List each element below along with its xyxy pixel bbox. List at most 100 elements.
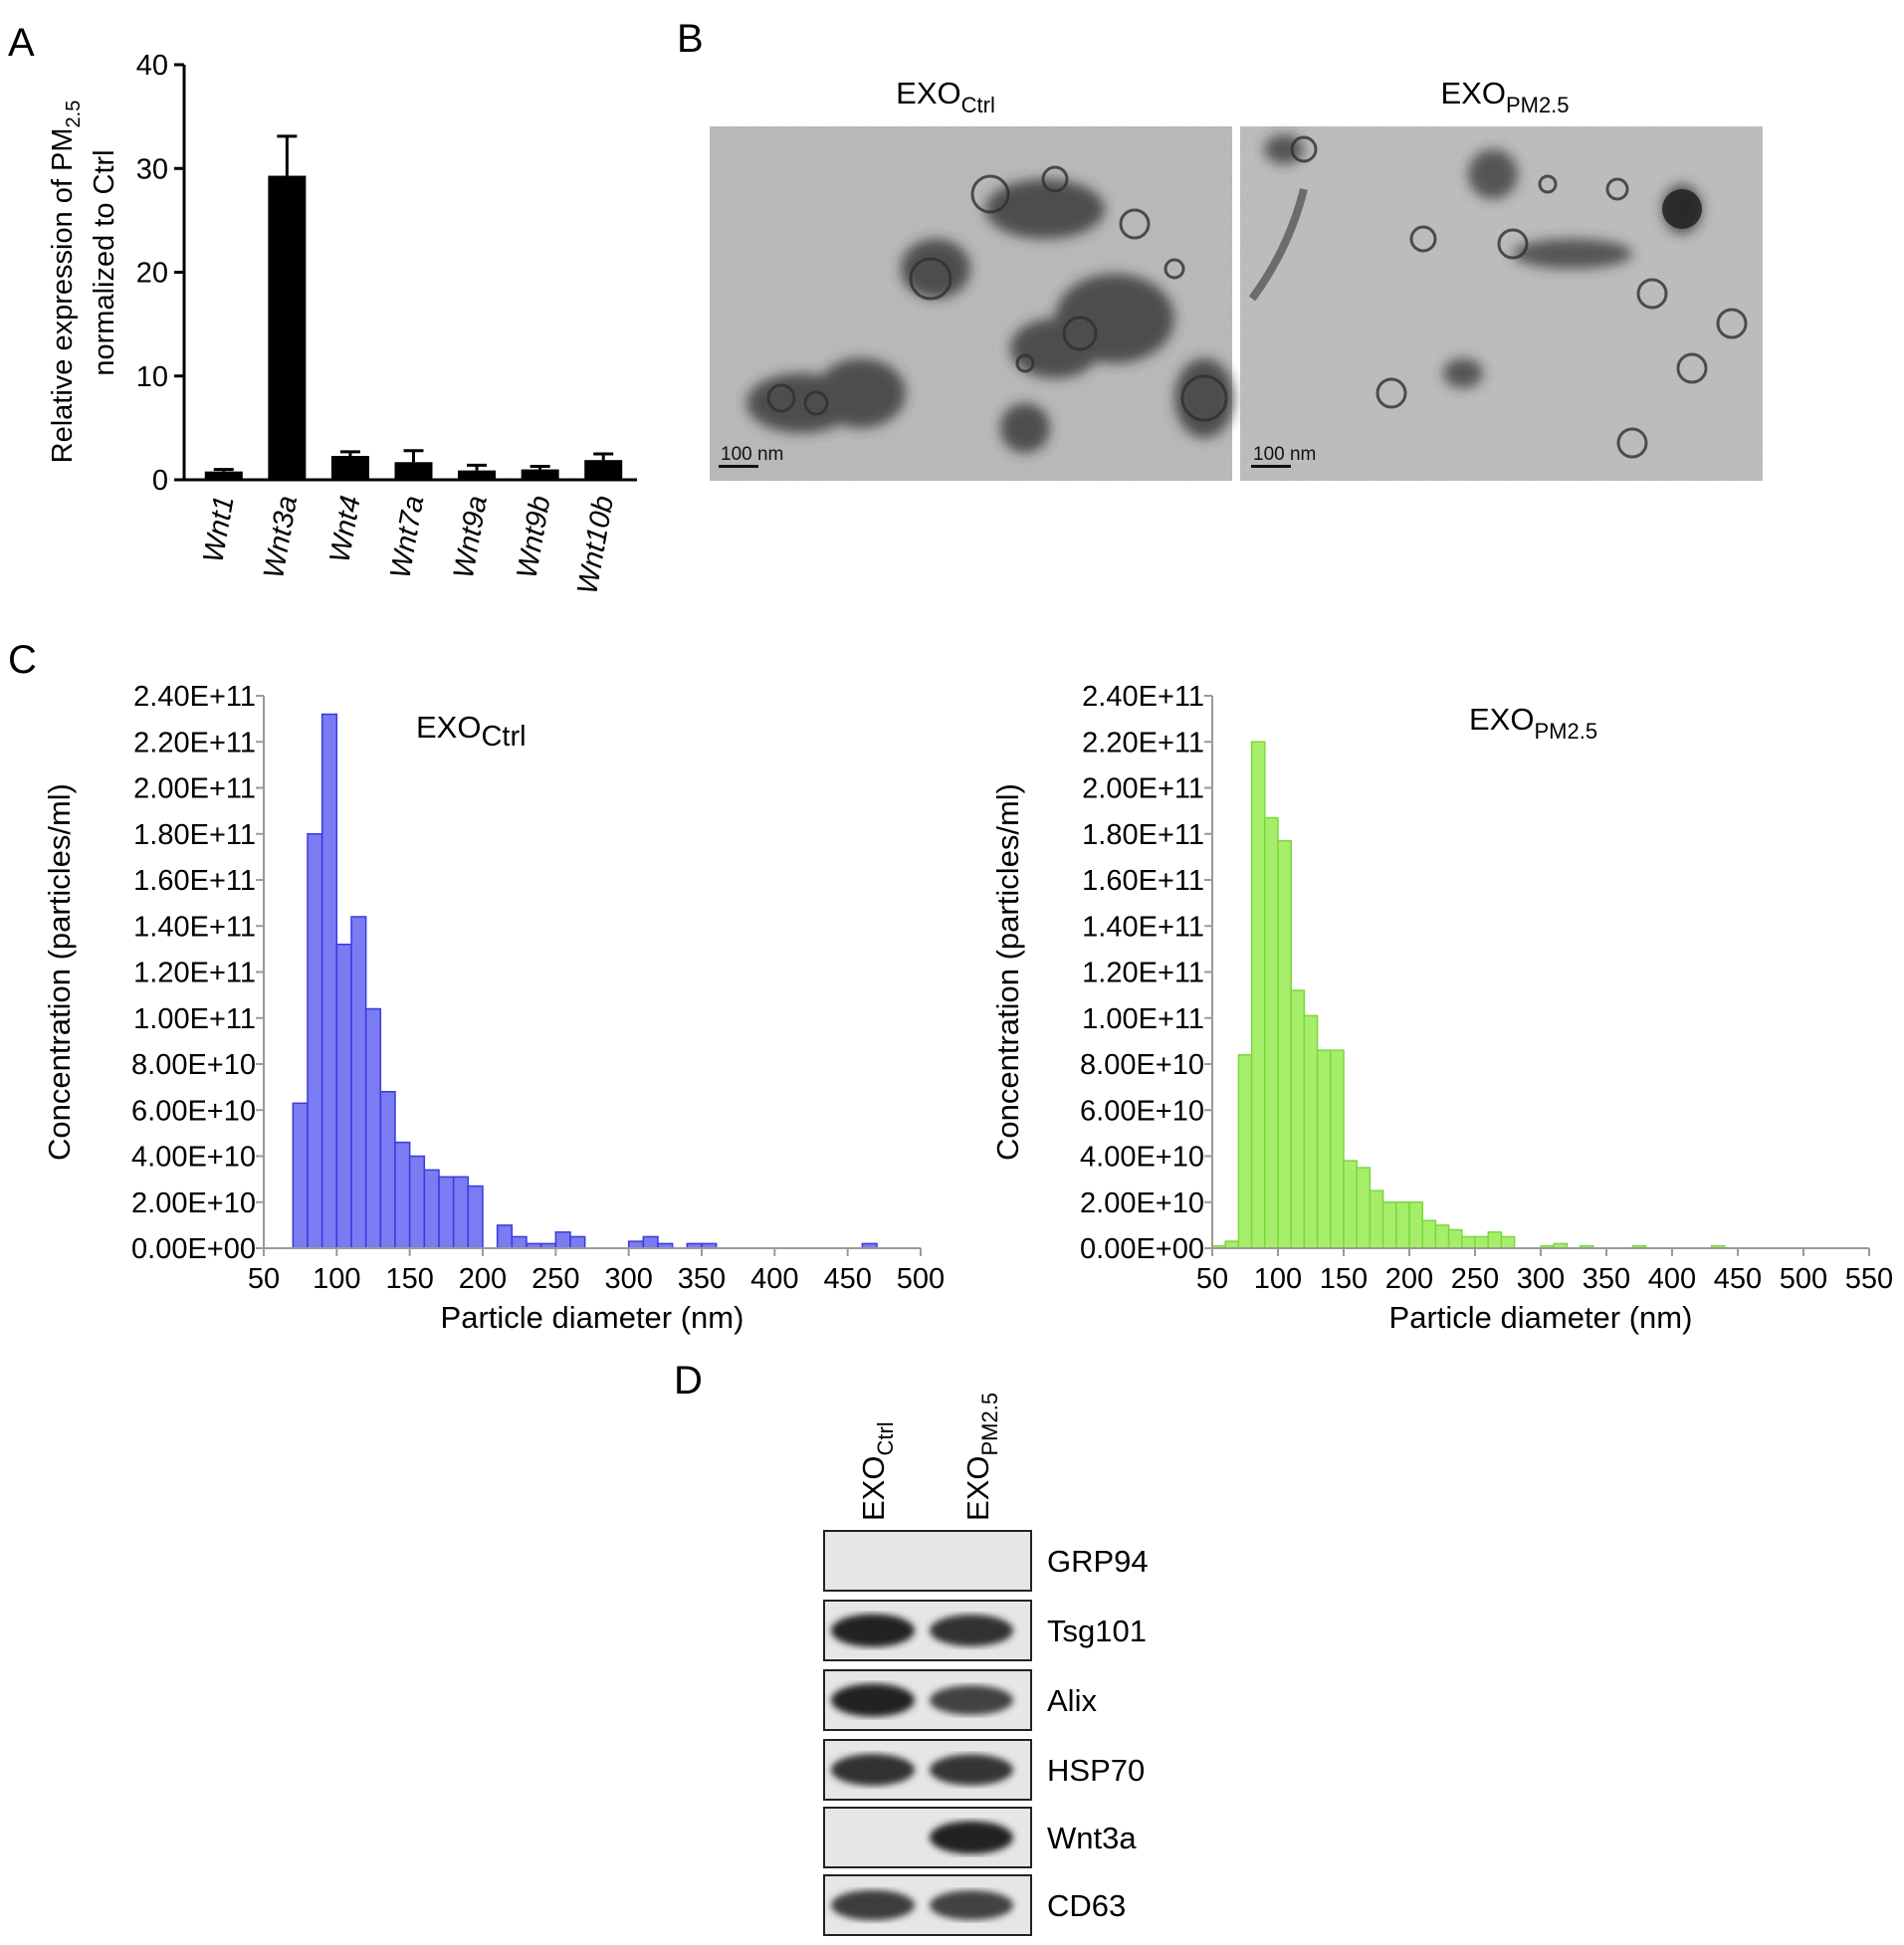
histogram-bar: [1381, 1201, 1397, 1249]
histogram-bar: [1447, 1228, 1463, 1249]
histogram-y-tick-label: 1.00E+11: [133, 1003, 256, 1035]
histogram-title-ctrl: EXOCtrl: [416, 710, 527, 753]
histogram-x-tick-label: 50: [248, 1263, 280, 1295]
histogram-y-tick-label: 1.60E+11: [1082, 865, 1204, 897]
histogram-bar: [1224, 1240, 1240, 1249]
histogram-bar: [642, 1235, 659, 1249]
histogram-bar: [1303, 1014, 1319, 1249]
blot-band: [930, 1754, 1013, 1786]
histogram-x-tick-label: 150: [1320, 1263, 1368, 1295]
histogram-x-tick-label: 200: [1385, 1263, 1433, 1295]
histogram-y-tick-label: 2.00E+11: [133, 773, 256, 805]
panel-a-x-tick-label: Wnt3a: [258, 494, 304, 581]
blot-strip-tsg101: Tsg101: [823, 1600, 1147, 1661]
histogram-bar: [554, 1231, 571, 1249]
histogram-x-tick-label: 200: [459, 1263, 507, 1295]
panel-a-y-axis-label-line2: normalized to Ctrl: [89, 149, 120, 375]
panel-a-bar: [268, 175, 307, 481]
panel-a-y-tick-label: 20: [136, 258, 168, 290]
histogram-bar: [1316, 1049, 1332, 1249]
histogram-y-tick-label: 2.40E+11: [133, 681, 256, 713]
histogram-bar: [1343, 1160, 1358, 1249]
histogram-x-tick-label: 300: [1517, 1263, 1565, 1295]
panel-c-left-histogram: 0.00E+00 2.00E+10 4.00E+10 6.00E+10 8.00E+10…: [42, 681, 945, 1335]
histogram-y-tick-label: 1.80E+11: [133, 819, 256, 851]
panel-a-x-tick-label: Wnt1: [197, 494, 240, 565]
histogram-bar: [1369, 1189, 1384, 1249]
histogram-title-pm25: EXOPM2.5: [1469, 702, 1597, 744]
histogram-x-tick-label: 150: [385, 1263, 433, 1295]
panel-letter-c: C: [8, 638, 37, 682]
panel-a-y-tick-label: 40: [136, 50, 168, 82]
panel-d-western-blot: EXOCtrl EXOPM2.5 GRP94 Tsg101 Alix HSP70 Wnt…: [823, 1393, 1149, 1936]
histogram-bar: [569, 1235, 586, 1249]
histogram-x-tick-label: 250: [531, 1263, 579, 1295]
histogram-y-tick-label: 4.00E+10: [131, 1142, 256, 1174]
blot-band: [831, 1754, 915, 1786]
histogram-x-tick-label: 500: [1780, 1263, 1827, 1295]
histogram-y-tick-label: 2.40E+11: [1082, 681, 1204, 713]
panel-a-bar: [204, 471, 243, 480]
histogram-bar: [408, 1155, 426, 1249]
histogram-x-tick-label: 100: [313, 1263, 360, 1295]
blot-protein-label: HSP70: [1047, 1753, 1145, 1788]
histogram-y-tick-label: 0.00E+00: [131, 1233, 256, 1265]
histogram-x-tick-label: 400: [750, 1263, 798, 1295]
panel-a-y-tick-label: 0: [152, 465, 168, 497]
histogram-y-tick-label: 2.00E+10: [1080, 1188, 1204, 1219]
histogram-y-tick-label: 1.00E+11: [1082, 1003, 1204, 1035]
lane-label-pm25: EXOPM2.5: [960, 1393, 1002, 1521]
panel-a-x-tick-label: Wnt4: [324, 494, 367, 565]
blot-frame: [823, 1530, 1032, 1592]
blot-band: [831, 1683, 915, 1717]
histogram-bar: [1237, 1054, 1253, 1249]
blot-strip-grp94: GRP94: [823, 1530, 1149, 1592]
histogram-bar: [1290, 989, 1306, 1249]
blot-band: [831, 1614, 915, 1647]
histogram-y-tick-label: 0.00E+00: [1080, 1233, 1204, 1265]
blot-band: [930, 1890, 1013, 1920]
histogram-bar: [1330, 1049, 1345, 1249]
histogram-y-tick-label: 1.20E+11: [133, 958, 256, 989]
histogram-x-tick-label: 250: [1451, 1263, 1499, 1295]
histogram-bar: [452, 1176, 470, 1249]
tem-label-pm25: EXOPM2.5: [1440, 76, 1569, 117]
blot-protein-label: Wnt3a: [1047, 1821, 1137, 1855]
histogram-bar: [1277, 839, 1292, 1249]
panel-a-bar: [458, 470, 497, 480]
histogram-x-tick-label: 50: [1196, 1263, 1228, 1295]
panel-a-y-axis-label-subscript: 2.5: [63, 101, 85, 128]
histogram-y-tick-label: 1.60E+11: [133, 865, 256, 897]
lane-label-ctrl: EXOCtrl: [856, 1421, 898, 1521]
blot-protein-label: Tsg101: [1047, 1614, 1147, 1648]
panel-c-right-histogram: 0.00E+00 2.00E+10 4.00E+10 6.00E+10 8.00E+10…: [990, 681, 1893, 1335]
histogram-x-tick-label: 400: [1648, 1263, 1696, 1295]
histogram-bar: [438, 1176, 455, 1249]
scale-bar-label-pm25: 100 nm: [1253, 444, 1316, 465]
histogram-y-tick-label: 1.40E+11: [133, 911, 256, 943]
panel-letter-a: A: [8, 21, 35, 65]
scale-bar-pm25: [1251, 465, 1291, 468]
blot-strip-alix: Alix: [823, 1669, 1097, 1731]
histogram-bar: [511, 1235, 528, 1249]
histogram-bar: [467, 1185, 484, 1249]
histogram-x-tick-label: 500: [897, 1263, 945, 1295]
panel-a-x-tick-label: Wnt7a: [384, 494, 430, 581]
blot-strip-cd63: CD63: [823, 1874, 1126, 1936]
blot-band: [831, 1889, 915, 1921]
histogram-bar: [1264, 816, 1279, 1249]
histogram-bar: [1250, 741, 1266, 1249]
histogram-bar: [1356, 1167, 1372, 1249]
histogram-y-tick-label: 6.00E+10: [131, 1095, 256, 1127]
blot-protein-label: CD63: [1047, 1888, 1126, 1923]
panel-a-bar: [584, 460, 623, 480]
blot-band: [930, 1615, 1013, 1646]
panel-a-bar: [521, 469, 559, 480]
histogram-x-tick-label: 550: [1845, 1263, 1893, 1295]
histogram-bar: [1487, 1231, 1503, 1249]
panel-letter-b: B: [677, 17, 704, 61]
panel-a-y-tick-label: 10: [136, 361, 168, 393]
histogram-y-tick-label: 2.20E+11: [133, 727, 256, 758]
blot-band: [930, 1821, 1013, 1854]
